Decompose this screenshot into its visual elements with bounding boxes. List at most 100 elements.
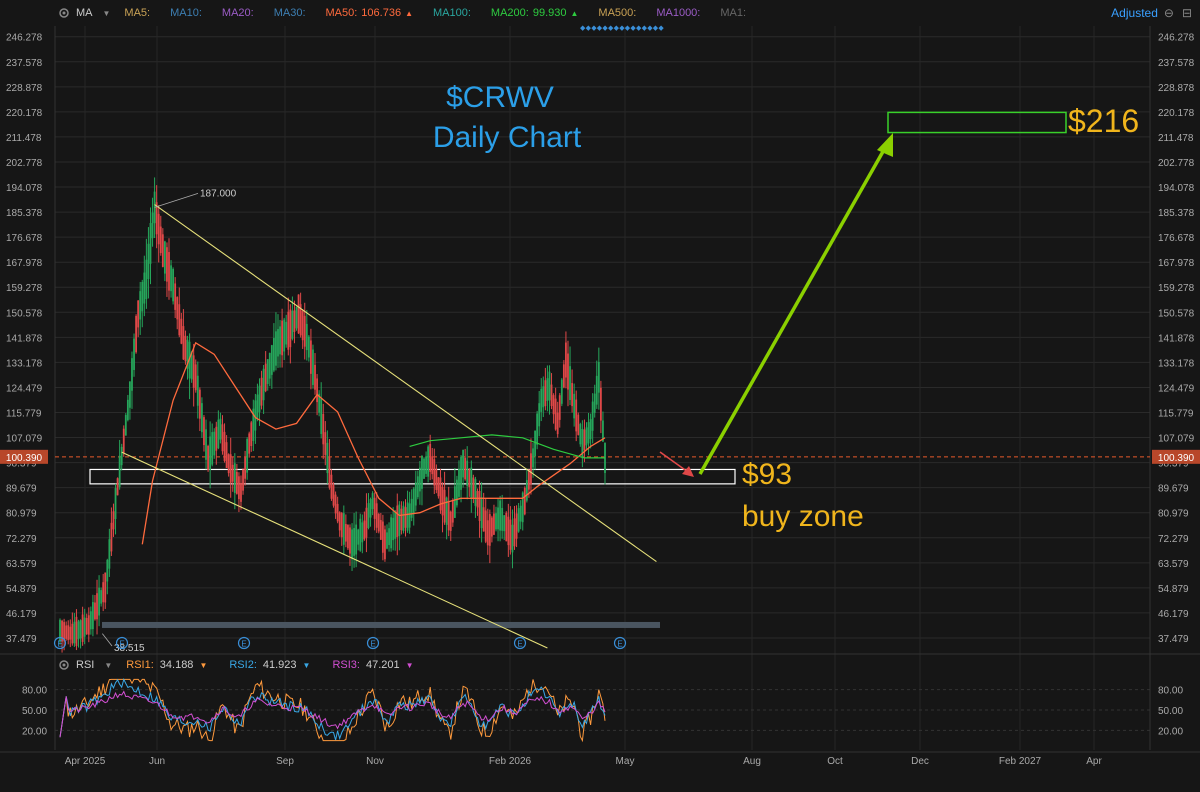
candle-body (597, 361, 600, 393)
candle-body (270, 345, 273, 375)
candle-body (287, 311, 290, 350)
candle-body (297, 294, 300, 334)
candle-body (439, 477, 442, 511)
candle-body (538, 403, 541, 427)
candle-body (217, 419, 220, 449)
candle-body (386, 532, 388, 549)
candle-body (379, 520, 382, 540)
chart-grid (55, 26, 1150, 750)
y-tick-label-left: 46.179 (6, 609, 37, 620)
y-tick-label-left: 167.978 (6, 258, 43, 269)
ma-item: MA200: (490, 7, 529, 19)
candle-body (328, 457, 331, 488)
candle-body (272, 338, 275, 371)
x-tick-label: Aug (743, 756, 761, 767)
candle-body (139, 291, 142, 320)
candle-body (342, 513, 345, 545)
candle-body (131, 358, 133, 391)
candle-body (344, 524, 347, 542)
y-tick-label-right: 194.078 (1158, 183, 1195, 194)
candle-body (490, 517, 493, 537)
y-tick-label-left: 237.578 (6, 58, 43, 69)
candle-body (196, 375, 199, 406)
y-tick-label-left: 202.778 (6, 158, 43, 169)
candle-body (435, 469, 438, 490)
rsi-line-1 (59, 678, 606, 743)
ma-trend-icon: ▲ (570, 8, 579, 18)
chart-title: $CRWV (446, 81, 554, 114)
minimize-icon[interactable]: ⊖ (1163, 6, 1174, 20)
x-tick-label: May (616, 756, 635, 767)
candle-body (404, 507, 407, 528)
candle-body (227, 454, 230, 474)
candle-body (530, 453, 532, 485)
candle-body (295, 306, 298, 329)
candle-body (172, 269, 175, 302)
candle-body (484, 510, 487, 542)
candle-body (357, 529, 360, 545)
candle-body (129, 381, 131, 408)
rsi-chevron-down-icon[interactable]: ▼ (104, 660, 113, 670)
adjusted-toggle[interactable]: Adjusted (1111, 6, 1158, 20)
candle-body (310, 340, 312, 374)
candle-body (349, 527, 351, 554)
candle-body (501, 507, 504, 531)
y-tick-label-left: 54.879 (6, 584, 37, 595)
low-leader (102, 633, 113, 647)
candle-body (110, 522, 113, 552)
rsi-dropdown-icon[interactable]: ▼ (199, 660, 208, 670)
candle-body (314, 364, 316, 390)
candle-body (363, 520, 366, 540)
candle-body (213, 431, 216, 456)
candle-body (542, 386, 545, 408)
candle-body (599, 387, 602, 421)
candle-body (98, 587, 100, 616)
settings-icon[interactable] (58, 7, 70, 19)
rsi-values: RSI1: 34.188 ▼ RSI2: 41.923 ▼ RSI3: 47.201 ▼ (126, 659, 435, 671)
candle-body (312, 349, 314, 385)
candle-body (441, 486, 444, 516)
candle-body (338, 512, 341, 531)
candle-body (361, 522, 364, 543)
rsi-dropdown-icon[interactable]: ▼ (302, 660, 311, 670)
buy-zone-price-label: $93 (742, 458, 792, 491)
candle-body (143, 272, 146, 304)
y-tick-label-right: 115.779 (1158, 409, 1194, 420)
collapse-icon[interactable]: ⊟ (1181, 6, 1192, 20)
candle-body (474, 479, 477, 506)
earnings-marker (366, 636, 380, 650)
candle-body (468, 469, 471, 488)
earnings-marker (237, 636, 251, 650)
y-tick-label-right: 237.578 (1158, 58, 1195, 69)
candle-body (532, 448, 534, 468)
rsi-item-value: 47.201 (365, 659, 400, 671)
candle-body (595, 375, 598, 405)
candle-body (560, 379, 563, 404)
candle-body (540, 388, 543, 412)
candle-body (445, 497, 448, 525)
candle-body (141, 281, 144, 312)
rsi-dropdown-icon[interactable]: ▼ (405, 660, 414, 670)
rsi-item: RSI2: (229, 659, 257, 671)
y-tick-label-right: 167.978 (1158, 258, 1195, 269)
up-arrow-line (698, 147, 887, 475)
x-tick-label: Feb 2027 (999, 756, 1042, 767)
rsi-tick-left: 20.00 (22, 726, 47, 737)
candle-body (322, 413, 325, 445)
candle-body (431, 456, 434, 475)
candle-body (157, 213, 160, 245)
candle-body (81, 614, 84, 642)
candle-body (161, 234, 164, 267)
candle-body (118, 455, 121, 487)
chevron-down-icon[interactable]: ▼ (102, 8, 111, 18)
candle-body (258, 385, 261, 413)
candle-body (528, 469, 530, 490)
ma-item-value: 99.930 (532, 7, 567, 19)
marker-diamond: ◆ (658, 24, 664, 32)
candle-body (503, 515, 506, 532)
rsi-settings-icon[interactable] (58, 659, 70, 671)
candle-body (381, 521, 384, 553)
candle-body (96, 593, 98, 620)
marker-diamond: ◆ (608, 24, 614, 32)
